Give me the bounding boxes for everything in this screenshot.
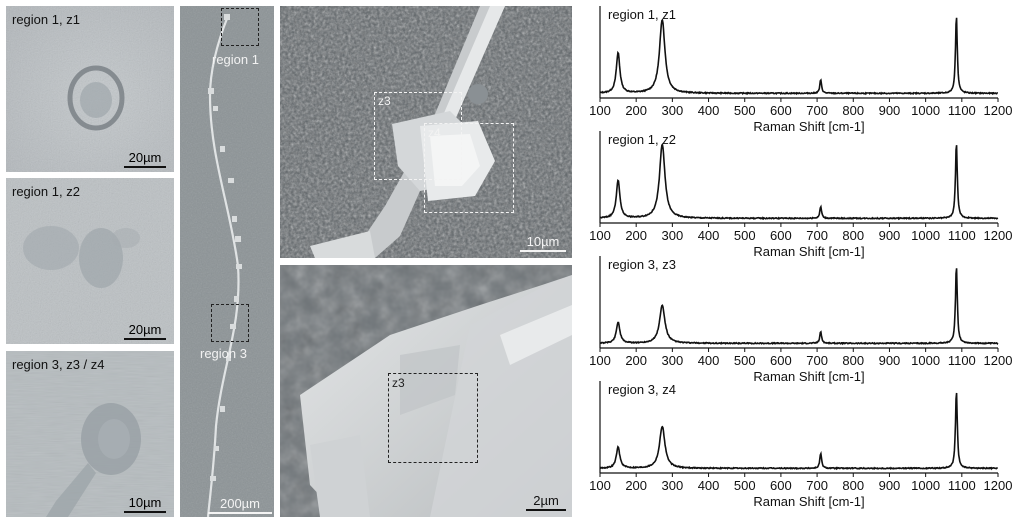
raman-chart-3-xlabel: Raman Shift [cm-1] — [753, 369, 864, 384]
raman-chart-2-series-line — [599, 142, 999, 221]
raman-chart-3-tick-label-100: 100 — [589, 353, 611, 368]
raman-chart-3-tick-label-500: 500 — [734, 353, 756, 368]
raman-chart-2-tick-label-200: 200 — [625, 228, 647, 243]
raman-chart-1-tick-label-800: 800 — [842, 103, 864, 118]
optical-scalebar-3-text: 10µm — [128, 495, 162, 510]
sem-bottom-box-z3-label: z3 — [392, 376, 405, 390]
raman-chart-4-tick-label-400: 400 — [698, 478, 720, 493]
optical-panel-2: region 1, z2 20µm — [6, 178, 174, 344]
raman-chart-2-tick-label-1000: 1000 — [911, 228, 940, 243]
raman-chart-4-tick-label-800: 800 — [842, 478, 864, 493]
overview-label-region3: region 3 — [200, 346, 247, 361]
sem-top-panel: z3 z4 10µm — [280, 6, 572, 258]
raman-chart-2-tick-label-600: 600 — [770, 228, 792, 243]
raman-chart-1-tick-label-100: 100 — [589, 103, 611, 118]
raman-chart-4-tick-label-1200: 1200 — [984, 478, 1013, 493]
raman-chart-3-tick-label-1000: 1000 — [911, 353, 940, 368]
raman-chart-4: 100 200 300 400 500 600 700 800 900 1000 1100 1200 r… — [589, 381, 1012, 509]
raman-chart-3-tick-label-700: 700 — [806, 353, 828, 368]
raman-chart-4-xlabel: Raman Shift [cm-1] — [753, 494, 864, 509]
raman-chart-1-xlabel: Raman Shift [cm-1] — [753, 119, 864, 134]
raman-chart-3-tick-label-800: 800 — [842, 353, 864, 368]
raman-chart-2-tick-label-800: 800 — [842, 228, 864, 243]
raman-chart-4-tick-label-300: 300 — [662, 478, 684, 493]
overview-box-region1 — [221, 8, 259, 46]
raman-chart-1-tick-label-700: 700 — [806, 103, 828, 118]
raman-chart-3-tick-label-1200: 1200 — [984, 353, 1013, 368]
raman-chart-2-title: region 1, z2 — [608, 132, 676, 147]
sem-top-scalebar-text: 10µm — [526, 234, 560, 249]
optical-panel-1: region 1, z1 20µm — [6, 6, 174, 172]
overview-sem-panel: region 1 region 3 200µm — [180, 6, 274, 517]
raman-chart-2-tick-label-700: 700 — [806, 228, 828, 243]
optical-scalebar-2-text: 20µm — [128, 322, 162, 337]
raman-chart-3-tick-label-400: 400 — [698, 353, 720, 368]
optical-panel-3: region 3, z3 / z4 10µm — [6, 351, 174, 517]
sem-bottom-scalebar: 2µm — [526, 493, 566, 511]
optical-scalebar-2: 20µm — [124, 322, 166, 340]
raman-chart-3: 100 200 300 400 500 600 700 800 900 1000 1100 1200 r… — [589, 256, 1012, 384]
optical-label-1: region 1, z1 — [12, 12, 80, 27]
raman-chart-2: 100 200 300 400 500 600 700 800 900 1000 1100 1200 r… — [589, 131, 1012, 259]
raman-chart-3-tick-label-900: 900 — [879, 353, 901, 368]
raman-chart-4-tick-label-600: 600 — [770, 478, 792, 493]
raman-spectra: 100 200 300 400 500 600 700 800 900 1000 1100 1200 r… — [588, 0, 1021, 518]
sem-bottom-scalebar-text: 2µm — [533, 493, 559, 508]
raman-chart-2-tick-label-1100: 1100 — [948, 228, 976, 243]
raman-chart-1-tick-label-1100: 1100 — [948, 103, 976, 118]
optical-scalebar-3: 10µm — [124, 495, 166, 513]
raman-chart-4-tick-label-500: 500 — [734, 478, 756, 493]
raman-chart-2-xlabel: Raman Shift [cm-1] — [753, 244, 864, 259]
raman-chart-2-tick-label-1200: 1200 — [984, 228, 1013, 243]
raman-chart-4-tick-label-700: 700 — [806, 478, 828, 493]
raman-chart-3-tick-label-1100: 1100 — [948, 353, 976, 368]
raman-chart-2-tick-label-900: 900 — [879, 228, 901, 243]
raman-chart-4-series-line — [599, 392, 998, 471]
raman-chart-1-title: region 1, z1 — [608, 7, 676, 22]
sem-top-scalebar: 10µm — [520, 234, 566, 252]
sem-top-box-z4 — [424, 123, 514, 213]
raman-chart-3-title: region 3, z3 — [608, 257, 676, 272]
raman-chart-1-tick-label-1000: 1000 — [911, 103, 940, 118]
optical-label-2: region 1, z2 — [12, 184, 80, 199]
sem-bottom-box-z3 — [388, 373, 478, 463]
raman-chart-3-series-line — [599, 268, 999, 346]
raman-chart-4-tick-label-200: 200 — [625, 478, 647, 493]
overview-scalebar-text: 200µm — [219, 496, 260, 511]
sem-bottom-panel: z3 2µm — [280, 265, 572, 517]
raman-chart-3-tick-label-200: 200 — [625, 353, 647, 368]
raman-chart-1-tick-label-1200: 1200 — [984, 103, 1013, 118]
raman-chart-4-tick-label-1100: 1100 — [948, 478, 976, 493]
raman-chart-2-tick-label-100: 100 — [589, 228, 611, 243]
overview-box-region3 — [211, 304, 249, 342]
overview-scalebar: 200µm — [208, 496, 272, 514]
raman-chart-1-series-line — [599, 17, 998, 96]
raman-chart-1: 100 200 300 400 500 600 700 800 900 1000 1100 1200 r… — [589, 6, 1012, 134]
raman-chart-3-tick-label-600: 600 — [770, 353, 792, 368]
raman-chart-1-tick-label-900: 900 — [879, 103, 901, 118]
raman-spectra-svg: 100 200 300 400 500 600 700 800 900 1000 1100 1200 r… — [589, 6, 1012, 509]
raman-chart-4-tick-label-100: 100 — [589, 478, 611, 493]
raman-chart-2-tick-label-300: 300 — [662, 228, 684, 243]
raman-chart-4-tick-label-900: 900 — [879, 478, 901, 493]
raman-chart-1-tick-label-400: 400 — [698, 103, 720, 118]
raman-chart-1-tick-label-200: 200 — [625, 103, 647, 118]
sem-top-box-z4-label: z4 — [428, 126, 441, 140]
raman-chart-1-tick-label-500: 500 — [734, 103, 756, 118]
optical-label-3: region 3, z3 / z4 — [12, 357, 105, 372]
raman-chart-1-tick-label-300: 300 — [662, 103, 684, 118]
raman-chart-3-tick-label-300: 300 — [662, 353, 684, 368]
sem-top-box-z3 — [374, 92, 462, 180]
raman-chart-4-tick-label-1000: 1000 — [911, 478, 940, 493]
overview-label-region1: region 1 — [212, 52, 259, 67]
optical-scalebar-1: 20µm — [124, 150, 166, 168]
raman-chart-2-tick-label-500: 500 — [734, 228, 756, 243]
raman-chart-1-tick-label-600: 600 — [770, 103, 792, 118]
sem-top-box-z3-label: z3 — [378, 94, 391, 108]
raman-chart-4-title: region 3, z4 — [608, 382, 676, 397]
raman-chart-2-tick-label-400: 400 — [698, 228, 720, 243]
optical-scalebar-1-text: 20µm — [128, 150, 162, 165]
